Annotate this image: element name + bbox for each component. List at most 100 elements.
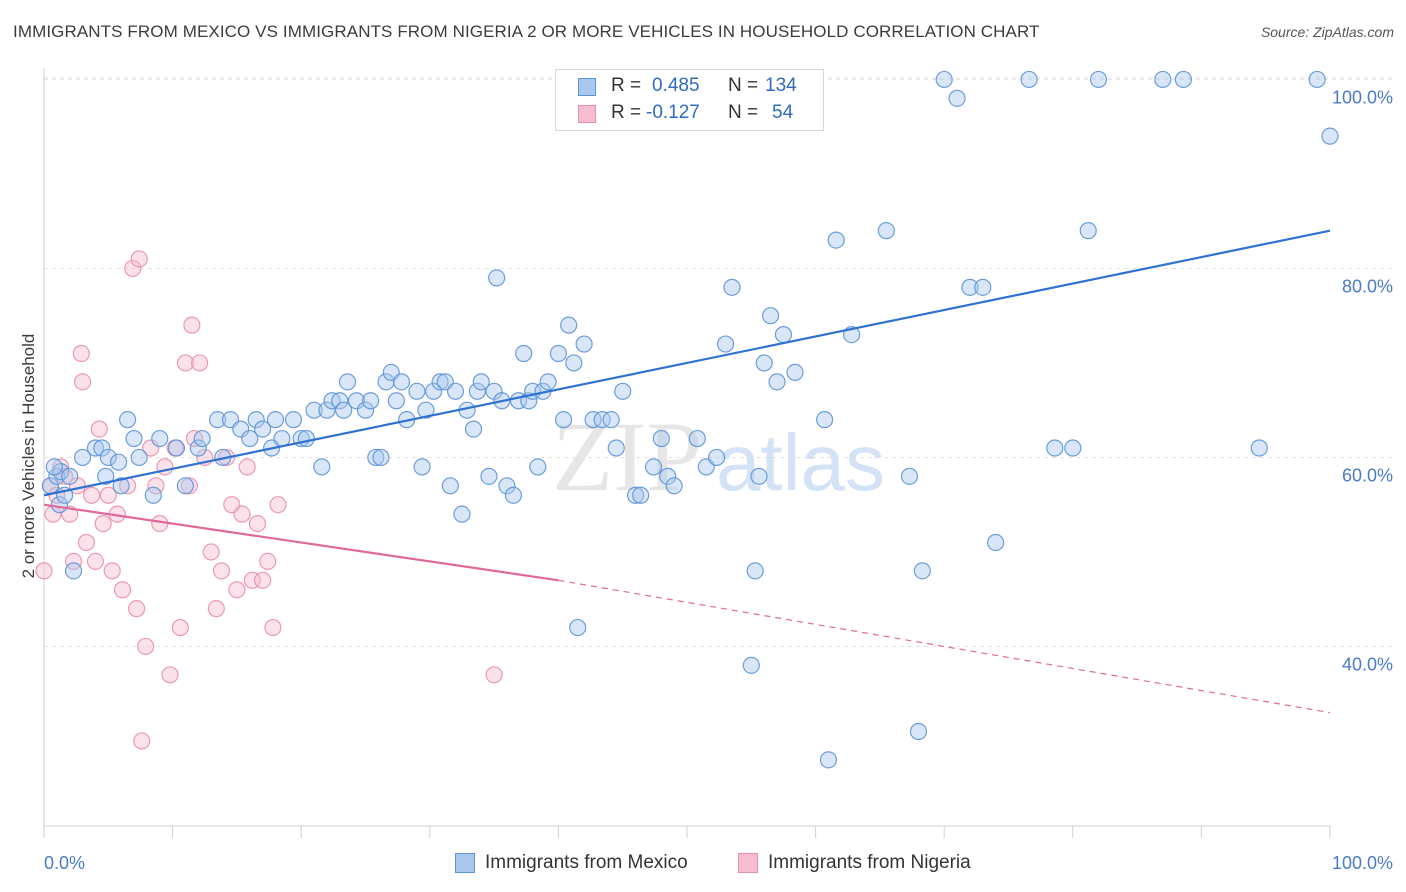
mexico-point [554, 411, 573, 429]
legend-n-label: N = [728, 102, 759, 123]
mexico-point [441, 477, 459, 495]
mexico-point [93, 439, 111, 457]
mexico-point [144, 486, 162, 504]
mexico-point [652, 429, 670, 448]
mexico-point [688, 429, 706, 448]
bottom-legend-mexico-label: Immigrants from Mexico [485, 852, 688, 873]
mexico-point [584, 411, 602, 429]
y-tick-label: 80.0% [1342, 276, 1393, 296]
nigeria-point [176, 354, 195, 372]
mexico-point [1321, 127, 1339, 145]
mexico-point [241, 429, 259, 448]
nigeria-point [103, 562, 121, 580]
grid-lines [44, 77, 1392, 647]
mexico-point [659, 467, 677, 485]
mexico-point [1154, 70, 1172, 89]
mexico-point [109, 453, 128, 471]
mexico-point [632, 486, 650, 504]
mexico-point [644, 458, 663, 476]
mexico-point [560, 316, 578, 334]
mexico-point [504, 486, 522, 504]
mexico-point [716, 335, 735, 353]
nigeria-point [52, 458, 70, 476]
mexico-point [313, 458, 331, 476]
nigeria-point [99, 486, 117, 504]
nigeria-point [86, 552, 105, 571]
mexico-point [335, 401, 353, 419]
nigeria-point [90, 420, 108, 438]
mexico-point [125, 429, 143, 448]
mexico-point [786, 363, 804, 381]
mexico-point [266, 411, 285, 429]
mexico-point [515, 344, 533, 363]
mexico-point [347, 392, 366, 410]
mexico-points [41, 70, 1339, 769]
mexico-point [64, 562, 83, 580]
mexico-point [413, 458, 431, 476]
nigeria-trend-line [43, 503, 559, 582]
mexico-point [254, 420, 272, 438]
mexico-point [723, 278, 741, 296]
legend-swatch-mexico [578, 78, 596, 96]
mexico-point [318, 401, 336, 419]
mexico-point [935, 70, 953, 89]
legend-n-nigeria: 54 [772, 102, 794, 123]
nigeria-point [94, 514, 112, 533]
mexico-point [1174, 70, 1192, 89]
nigeria-point [64, 552, 83, 571]
mexico-point [488, 269, 506, 287]
nigeria-point [161, 666, 179, 684]
mexico-point [425, 382, 443, 400]
mexico-point [453, 505, 471, 523]
mexico-point [468, 382, 486, 400]
mexico-point [569, 618, 587, 637]
mexico-point [602, 411, 620, 429]
mexico-point [750, 467, 768, 485]
mexico-point [480, 467, 498, 485]
nigeria-point [212, 562, 231, 580]
source-label: Source: ZipAtlas.com [1260, 24, 1394, 40]
mexico-point [819, 751, 838, 769]
bottom-legend-nigeria-label: Immigrants from Nigeria [768, 852, 971, 873]
mexico-point [297, 429, 315, 448]
mexico-point [372, 448, 390, 467]
nigeria-point [233, 505, 251, 523]
mexico-point [549, 344, 568, 363]
legend-n-mexico: 134 [765, 75, 797, 96]
mexico-point [816, 411, 834, 429]
chart-title: IMMIGRANTS FROM MEXICO VS IMMIGRANTS FRO… [13, 22, 1040, 41]
mexico-point [446, 382, 465, 400]
mexico-point [99, 448, 117, 467]
nigeria-point [73, 373, 92, 391]
nigeria-point [264, 618, 282, 637]
mexico-point [338, 373, 357, 391]
axes [43, 68, 1331, 838]
mexico-point [707, 448, 726, 467]
nigeria-points [35, 250, 503, 750]
mexico-point [86, 439, 105, 457]
y-tick-label: 40.0% [1342, 654, 1393, 674]
mexico-point [151, 429, 169, 448]
mexico-point [565, 354, 583, 372]
mexico-point [1064, 439, 1082, 457]
mexico-point [97, 467, 115, 485]
mexico-point [755, 354, 773, 372]
nigeria-point [72, 344, 90, 363]
nigeria-point [183, 316, 201, 334]
mexico-point [356, 401, 375, 419]
mexico-point [112, 477, 130, 495]
bottom-swatch-nigeria [738, 853, 758, 873]
mexico-trend-line [43, 229, 1331, 497]
mexico-point [626, 486, 645, 504]
mexico-point [768, 373, 786, 391]
mexico-point [974, 278, 992, 296]
mexico-point [539, 373, 557, 391]
mexico-point [387, 392, 405, 410]
mexico-point [73, 448, 92, 467]
mexico-point [1308, 70, 1326, 89]
nigeria-point [207, 600, 225, 618]
nigeria-point [82, 486, 101, 504]
nigeria-point [228, 581, 246, 599]
mexico-point [118, 411, 137, 429]
mexico-point [761, 307, 780, 325]
